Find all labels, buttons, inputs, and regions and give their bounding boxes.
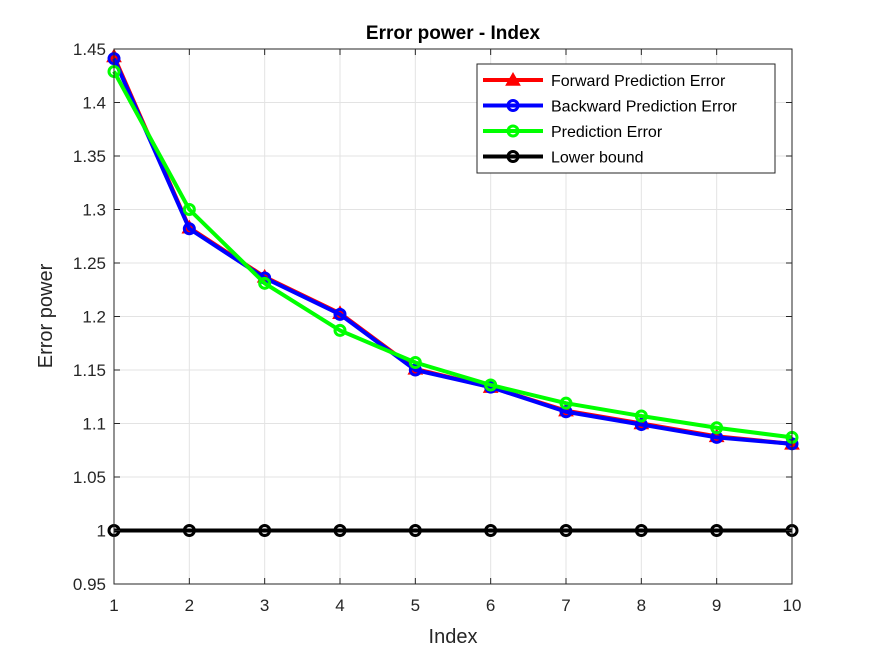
- legend-label: Lower bound: [551, 150, 644, 167]
- legend-item: Forward Prediction Error: [483, 71, 726, 90]
- x-tick-label: 5: [411, 596, 420, 615]
- legend-marker: [506, 150, 520, 163]
- legend-label: Forward Prediction Error: [551, 73, 726, 90]
- x-tick-label: 6: [486, 596, 495, 615]
- y-tick-label: 1.35: [73, 147, 106, 166]
- data-point: [333, 323, 347, 337]
- data-point: [182, 524, 196, 537]
- x-tick-label: 3: [260, 596, 269, 615]
- y-tick-label: 1.1: [82, 415, 106, 434]
- y-tick-label: 1.25: [73, 254, 106, 273]
- legend-label: Prediction Error: [551, 124, 663, 141]
- series-group: [106, 48, 800, 537]
- data-point: [634, 409, 648, 423]
- y-tick-label: 1.15: [73, 361, 106, 380]
- y-axis-label: Error power: [35, 263, 57, 368]
- x-tick-label: 9: [712, 596, 721, 615]
- data-point: [408, 356, 422, 370]
- data-point: [559, 524, 573, 537]
- y-tick-label: 1.4: [82, 94, 106, 113]
- legend-item: Prediction Error: [483, 124, 663, 141]
- y-tick-label: 1.45: [73, 40, 106, 59]
- data-point: [408, 363, 422, 377]
- x-axis-label: Index: [429, 626, 478, 648]
- data-point: [333, 307, 347, 321]
- x-tick-label: 2: [185, 596, 194, 615]
- legend-marker: [506, 99, 520, 112]
- x-tick-label: 10: [783, 596, 802, 615]
- y-tick-label: 1.2: [82, 308, 106, 327]
- data-point: [484, 524, 498, 537]
- x-tick-label: 7: [561, 596, 570, 615]
- legend-marker: [505, 71, 521, 86]
- legend-marker: [506, 124, 520, 138]
- legend-item: Lower bound: [483, 150, 644, 167]
- series-lower-bound: [107, 524, 799, 537]
- data-point: [258, 524, 272, 537]
- data-point: [484, 378, 498, 392]
- data-point: [182, 203, 196, 216]
- legend-label: Backward Prediction Error: [551, 99, 738, 116]
- data-point: [333, 524, 347, 537]
- series-line: [112, 70, 793, 440]
- legend: Forward Prediction Error Backward Predict…: [476, 63, 776, 174]
- series-line: [112, 57, 793, 446]
- data-point: [408, 524, 422, 537]
- data-point: [634, 524, 648, 537]
- x-tick-label: 8: [637, 596, 646, 615]
- legend-item: Backward Prediction Error: [483, 99, 738, 116]
- chart-title: Error power - Index: [366, 23, 541, 44]
- y-tick-label: 1: [97, 522, 106, 541]
- y-tick-label: 1.05: [73, 468, 106, 487]
- ticks: 1 2 3 4 5 6 7 8 9 100.9511.051.11.151.21.251.31.3…: [73, 40, 802, 615]
- x-tick-label: 1: [109, 596, 118, 615]
- data-point: [710, 524, 724, 537]
- y-tick-label: 1.3: [82, 201, 106, 220]
- data-point: [258, 276, 272, 290]
- data-point: [710, 421, 724, 435]
- data-point: [182, 222, 196, 236]
- x-tick-label: 4: [335, 596, 344, 615]
- data-point: [559, 396, 573, 410]
- y-tick-label: 0.95: [73, 575, 106, 594]
